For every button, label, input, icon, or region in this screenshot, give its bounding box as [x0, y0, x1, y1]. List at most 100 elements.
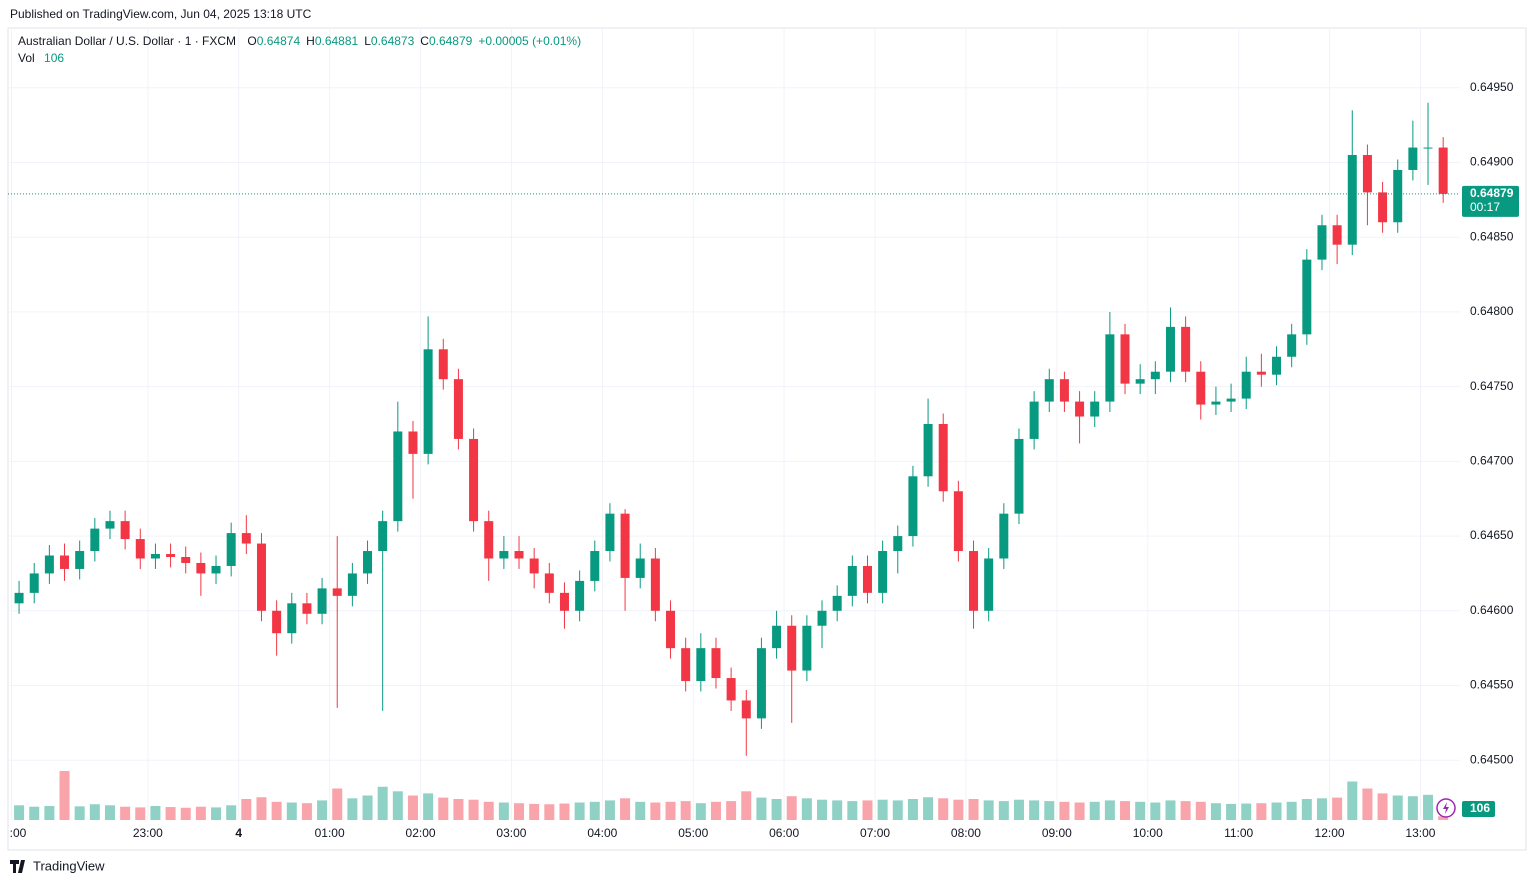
logo: [10, 860, 25, 873]
y-tick-label: 0.64600: [1470, 603, 1514, 617]
candle-body: [1135, 379, 1145, 384]
candle-body: [150, 554, 160, 559]
candle-body: [1181, 326, 1191, 372]
x-tick-label: 23:00: [133, 826, 163, 840]
volume-bar: [998, 801, 1009, 820]
candle-body: [135, 539, 145, 559]
y-tick-label: 0.64950: [1470, 80, 1514, 94]
volume-bar: [832, 800, 843, 820]
volume-bar: [407, 795, 418, 820]
volume-bar: [1013, 799, 1024, 820]
volume-bar: [877, 799, 888, 820]
volume-tag: 106: [1470, 801, 1490, 815]
volume-pane: [14, 771, 1449, 820]
x-tick-label: 09:00: [1042, 826, 1072, 840]
volume-bar: [347, 798, 358, 820]
x-tick-label: 05:00: [678, 826, 708, 840]
volume-bar: [483, 801, 494, 820]
volume-bar: [1104, 800, 1115, 820]
volume-bar: [89, 804, 100, 820]
candle-body: [120, 521, 130, 540]
volume-bar: [1241, 803, 1252, 820]
candle-body: [1287, 334, 1297, 357]
volume-bar: [1180, 801, 1191, 820]
candle-body: [529, 558, 539, 574]
volume-bar: [559, 803, 570, 820]
volume-bar: [226, 805, 237, 820]
candle-body: [1211, 401, 1221, 405]
volume-bar: [165, 807, 176, 820]
candle-body: [60, 555, 70, 569]
candle-body: [1378, 192, 1388, 223]
volume-bar: [241, 799, 252, 820]
y-tick-label: 0.64700: [1470, 454, 1514, 468]
candle-body: [1150, 371, 1160, 380]
volume-bar: [1044, 801, 1055, 820]
volume-tag-box: [1462, 801, 1495, 817]
volume-bar: [377, 786, 388, 820]
volume-bar: [332, 788, 343, 820]
candle-body: [469, 438, 479, 522]
y-tick-label: 0.64500: [1470, 752, 1514, 766]
volume-bar: [589, 801, 600, 820]
candle-body: [408, 431, 418, 454]
volume-bar: [756, 797, 767, 820]
candle-body: [756, 648, 766, 719]
y-tick-label: 0.64850: [1470, 229, 1514, 243]
volume-bar: [726, 801, 737, 820]
legend-value: 0.64874: [257, 34, 301, 48]
volume-bar: [74, 806, 85, 820]
candle-body: [196, 562, 206, 574]
candle-body: [1362, 155, 1372, 193]
candle-body: [1059, 379, 1069, 402]
volume-bar: [1347, 781, 1358, 820]
volume-bar: [923, 797, 934, 820]
candle-body: [393, 431, 403, 522]
x-tick-label: 13:00: [1405, 826, 1435, 840]
volume-bar: [1210, 803, 1221, 820]
volume-bar: [438, 797, 449, 820]
volume-bar: [301, 803, 312, 820]
candle-body: [1408, 147, 1418, 170]
volume-bar: [1120, 801, 1131, 820]
candles: [14, 102, 1448, 756]
candle-body: [605, 513, 615, 552]
candle-body: [847, 565, 857, 596]
candle-body: [832, 595, 842, 611]
candle-body: [999, 513, 1009, 559]
candle-body: [514, 551, 524, 559]
legend-value: 0.64873: [371, 34, 415, 48]
volume-bar: [1074, 802, 1085, 820]
candle-body: [953, 491, 963, 552]
volume-bar: [635, 801, 646, 820]
x-tick-label: 4: [235, 826, 242, 840]
candle-body: [105, 521, 115, 529]
volume-bar: [710, 801, 721, 820]
candle-body: [741, 700, 751, 719]
volume-bar: [1423, 794, 1434, 820]
volume-bar: [938, 798, 949, 820]
candle-body: [75, 551, 85, 569]
candle-body: [817, 610, 827, 626]
candle-body: [575, 580, 585, 611]
volume-bar: [604, 800, 615, 820]
candle-body: [1120, 334, 1130, 384]
volume-bar: [453, 799, 464, 820]
legend-key: H: [306, 34, 315, 48]
volume-bar: [786, 796, 797, 820]
candle-body: [14, 592, 24, 604]
volume-bar: [120, 806, 131, 820]
y-tick-label: 0.64550: [1470, 678, 1514, 692]
volume-bar: [59, 771, 70, 820]
volume-bar: [665, 801, 676, 820]
candle-body: [438, 349, 448, 380]
volume-bar: [650, 802, 661, 820]
volume-bar: [514, 803, 525, 820]
candle-body: [241, 533, 251, 544]
volume-bar: [392, 791, 403, 820]
x-tick-label: 10:00: [1133, 826, 1163, 840]
volume-bar: [1301, 799, 1312, 820]
candle-body: [544, 573, 554, 593]
